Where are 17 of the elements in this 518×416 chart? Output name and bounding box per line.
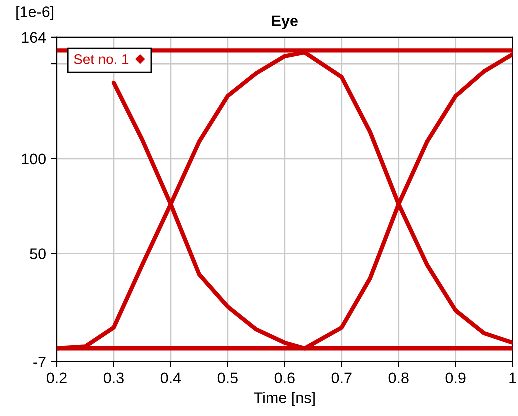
y-tick-label: 50 (30, 248, 46, 260)
y-tick-label: 100 (22, 154, 46, 165)
x-tick-label: 0.5 (218, 372, 238, 384)
x-tick-label: 0.7 (332, 372, 352, 384)
x-tick-label: 1 (510, 372, 516, 384)
y-tick-label: -7 (34, 356, 46, 368)
x-tick-label: 0.9 (446, 372, 466, 384)
x-tick-label: 0.3 (104, 372, 124, 384)
x-axis-title: Time [ns] (254, 392, 315, 406)
x-tick-label: 0.2 (46, 372, 67, 384)
x-tick-label: 0.8 (388, 372, 409, 384)
x-tick-label: 0.6 (274, 372, 295, 384)
y-tick-label: 164 (22, 32, 46, 44)
legend-label: Set no. 1 (74, 54, 129, 64)
text: [1e-6] (16, 6, 54, 20)
x-tick-label: 0.4 (160, 372, 182, 384)
chart-title: Eye (272, 16, 298, 30)
